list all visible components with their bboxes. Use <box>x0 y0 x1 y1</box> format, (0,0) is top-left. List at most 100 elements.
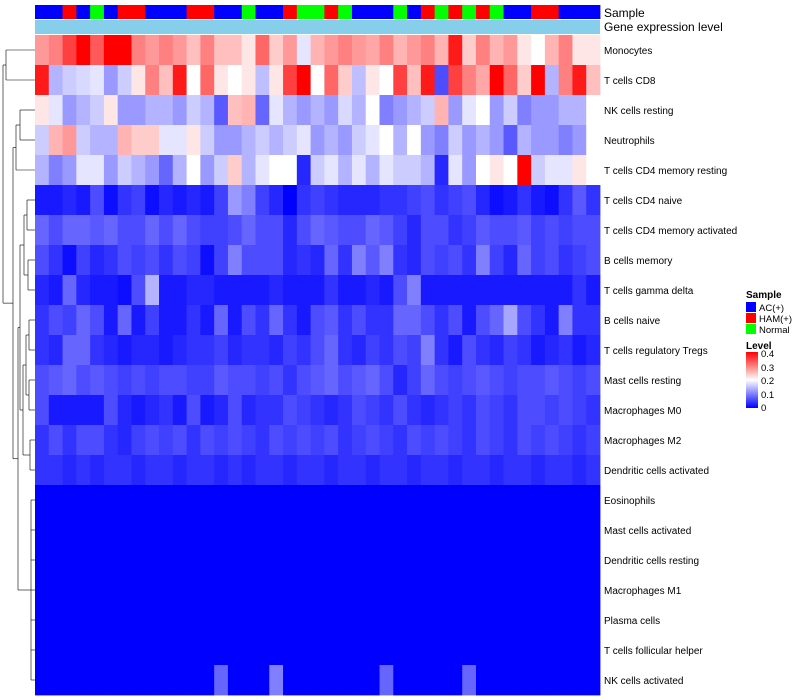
heatmap-cell <box>227 215 243 246</box>
heatmap-cell <box>393 65 408 96</box>
heatmap-cell <box>255 395 270 426</box>
heatmap-cell <box>172 185 187 216</box>
heatmap-cell <box>145 455 160 486</box>
heatmap-cell <box>186 335 201 366</box>
heatmap-cell <box>103 635 119 666</box>
sample-annotation-cell <box>324 5 339 19</box>
heatmap-cell <box>35 425 50 456</box>
heatmap-cell <box>420 215 436 246</box>
heatmap-cell <box>159 155 174 186</box>
row-label: Neutrophils <box>604 136 655 147</box>
heatmap-cell <box>503 305 518 336</box>
heatmap-cell <box>145 395 160 426</box>
heatmap-cell <box>407 575 422 606</box>
heatmap-cell <box>131 335 146 366</box>
heatmap-cell <box>365 275 380 306</box>
heatmap-cell <box>62 155 77 186</box>
heatmap-cell <box>35 245 50 276</box>
heatmap-cell <box>351 455 367 486</box>
heatmap-cell <box>531 515 546 546</box>
heatmap-cell <box>131 485 146 516</box>
heatmap-cell <box>214 185 229 216</box>
heatmap-cell <box>227 365 243 396</box>
heatmap-cell <box>475 515 491 546</box>
heatmap-cell <box>434 395 449 426</box>
heatmap-cell <box>186 35 201 66</box>
heatmap-cell <box>103 485 119 516</box>
heatmap-cell <box>172 335 187 366</box>
heatmap-cell <box>351 425 367 456</box>
heatmap-cell <box>462 605 477 636</box>
heatmap-cell <box>103 305 119 336</box>
heatmap-cell <box>407 65 422 96</box>
heatmap-cell <box>462 125 477 156</box>
heatmap-cell <box>296 95 312 126</box>
sample-annotation-cell <box>90 5 105 19</box>
heatmap-cell <box>324 155 339 186</box>
heatmap-cell <box>117 455 132 486</box>
heatmap-cell <box>434 125 449 156</box>
sample-annotation-cell <box>200 5 215 19</box>
sample-annotation-cell <box>448 5 463 19</box>
heatmap-cell <box>103 665 119 696</box>
heatmap-cell <box>131 305 146 336</box>
heatmap-cell <box>90 335 105 366</box>
heatmap-cell <box>489 605 504 636</box>
heatmap-cell <box>186 665 201 696</box>
heatmap-cell <box>48 545 63 576</box>
heatmap-cell <box>296 545 312 576</box>
heatmap-cell <box>35 665 50 696</box>
level-tick-2: 0.2 <box>761 376 774 387</box>
heatmap-cell <box>407 515 422 546</box>
heatmap-cell <box>186 275 201 306</box>
heatmap-cell <box>572 305 587 336</box>
heatmap-cell <box>200 35 215 66</box>
heatmap-cell <box>503 605 518 636</box>
heatmap-cell <box>159 185 174 216</box>
heatmap-cell <box>310 245 325 276</box>
heatmap-cell <box>90 485 105 516</box>
heatmap-cell <box>558 545 573 576</box>
heatmap-cell <box>90 365 105 396</box>
heatmap-cell <box>117 65 132 96</box>
heatmap-cell <box>531 245 546 276</box>
heatmap-cell <box>90 665 105 696</box>
heatmap-cell <box>103 575 119 606</box>
heatmap-cell <box>283 545 298 576</box>
heatmap-cell <box>379 185 394 216</box>
heatmap-cell <box>324 245 339 276</box>
heatmap-cell <box>48 575 63 606</box>
heatmap-cell <box>434 275 449 306</box>
row-label: Macrophages M0 <box>604 406 682 417</box>
heatmap-cell <box>255 485 270 516</box>
heatmap-cell <box>379 395 394 426</box>
sample-annotation-cell <box>214 5 229 19</box>
heatmap-cell <box>90 455 105 486</box>
heatmap-cell <box>365 365 380 396</box>
heatmap-cell <box>517 125 532 156</box>
heatmap-cell <box>48 485 63 516</box>
legend-label-ac: AC(+) <box>759 303 784 314</box>
sample-annotation-cell <box>172 5 187 19</box>
heatmap-cell <box>462 395 477 426</box>
heatmap-cell <box>379 635 394 666</box>
heatmap-cell <box>448 155 463 186</box>
heatmap-cell <box>90 545 105 576</box>
heatmap-cell <box>62 455 77 486</box>
heatmap-cell <box>379 365 394 396</box>
heatmap-cell <box>159 215 174 246</box>
heatmap-cell <box>448 575 463 606</box>
heatmap-cell <box>241 65 256 96</box>
heatmap-cell <box>420 575 436 606</box>
heatmap-cell <box>503 665 518 696</box>
heatmap-cell <box>76 215 91 246</box>
heatmap-cell <box>531 305 546 336</box>
heatmap-cell <box>200 605 215 636</box>
heatmap-cell <box>186 305 201 336</box>
heatmap-cell <box>145 155 160 186</box>
heatmap-cell <box>255 215 270 246</box>
sample-annotation-cell <box>489 5 504 19</box>
heatmap-cell <box>103 65 119 96</box>
heatmap-cell <box>351 95 367 126</box>
expression-annotation-track <box>35 20 600 34</box>
